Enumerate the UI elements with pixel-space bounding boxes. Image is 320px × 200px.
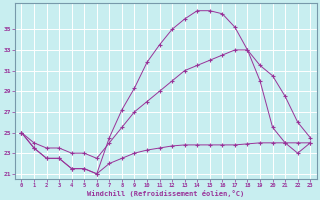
X-axis label: Windchill (Refroidissement éolien,°C): Windchill (Refroidissement éolien,°C) <box>87 190 244 197</box>
